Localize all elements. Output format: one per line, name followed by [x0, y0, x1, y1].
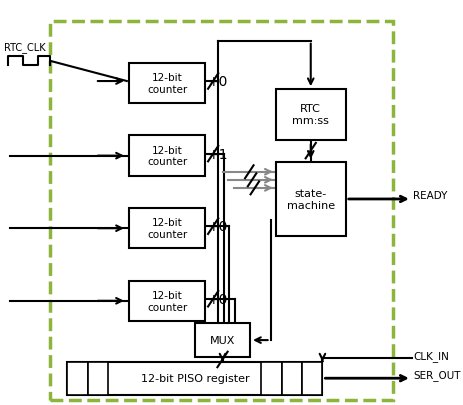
Text: 12-bit
counter: 12-bit counter: [147, 73, 187, 95]
Text: 12-bit
counter: 12-bit counter: [147, 145, 187, 167]
Text: +0: +0: [207, 292, 227, 306]
Bar: [67, 362, 88, 395]
Text: +1: +1: [207, 147, 228, 161]
Text: READY: READY: [412, 190, 446, 200]
Bar: [129, 136, 205, 176]
Bar: [275, 162, 345, 237]
Text: SER_OUT: SER_OUT: [412, 369, 459, 380]
Bar: [88, 362, 108, 395]
Text: RTC
mm:ss: RTC mm:ss: [292, 104, 328, 126]
Bar: [129, 281, 205, 321]
Bar: [194, 323, 250, 357]
Bar: [281, 362, 301, 395]
Bar: [301, 362, 322, 395]
Bar: [275, 90, 345, 140]
Text: CLK_IN: CLK_IN: [412, 351, 448, 362]
Text: RTC_CLK: RTC_CLK: [4, 42, 45, 53]
Bar: [50, 22, 392, 401]
Text: +0: +0: [207, 75, 227, 89]
Text: 12-bit PISO register: 12-bit PISO register: [140, 373, 249, 383]
Text: 12-bit
counter: 12-bit counter: [147, 218, 187, 239]
Text: 12-bit
counter: 12-bit counter: [147, 290, 187, 312]
Text: state-
machine: state- machine: [286, 189, 334, 210]
Text: +0: +0: [207, 220, 227, 234]
Bar: [67, 362, 322, 395]
Bar: [129, 64, 205, 104]
Bar: [261, 362, 281, 395]
Bar: [129, 209, 205, 249]
Text: MUX: MUX: [209, 335, 235, 345]
